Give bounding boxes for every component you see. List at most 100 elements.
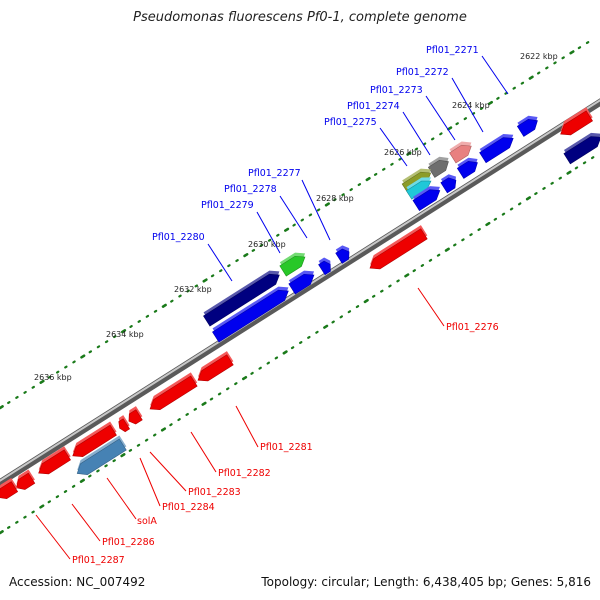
gene-front-face [149, 375, 198, 411]
kbp-label: 2634 kbp [106, 330, 144, 339]
tick-dot-lower [558, 176, 562, 180]
gene-plus-b-arrow[interactable] [439, 172, 461, 194]
tick-dot-upper [536, 71, 541, 75]
gene-Pfl01_2277-arrow[interactable] [334, 243, 354, 264]
label-leader-line [106, 477, 137, 520]
gene-Pfl01_2282-arrow[interactable] [145, 372, 199, 414]
gene-Pfl01_2280-arrow[interactable] [202, 266, 284, 327]
genome-summary-text: Topology: circular; Length: 6,438,405 bp… [261, 575, 591, 589]
tick-dot-lower [128, 448, 133, 452]
tick-dot-upper [243, 253, 249, 258]
tick-dot-upper [528, 75, 534, 80]
gene-front-face [335, 248, 350, 264]
gene-front-face [456, 161, 478, 179]
label-leader-line [402, 111, 431, 156]
gene-label[interactable]: Pfl01_2272 [396, 67, 449, 78]
gene-plus-c-arrow[interactable] [411, 182, 444, 211]
kbp-label: 2636 kbp [34, 373, 72, 382]
gene-label[interactable]: Pfl01_2279 [201, 200, 254, 211]
gene-Pfl01_2273-arrow[interactable] [427, 153, 454, 178]
tick-dot-lower [120, 453, 126, 458]
tick-dot-lower [371, 294, 376, 298]
gene-Pfl01_2275-arrow[interactable] [405, 173, 436, 200]
tick-dot-lower [485, 221, 491, 227]
gene-edge-navy-arrow[interactable] [562, 129, 600, 165]
tick-dot-upper [463, 117, 468, 121]
tick-dot-lower [525, 196, 532, 201]
gene-Pfl01_2271-arrow[interactable] [516, 112, 543, 137]
tick-dot-lower [469, 233, 473, 237]
tick-dot-upper [357, 183, 362, 187]
gene-edge-red-arrow[interactable] [556, 107, 594, 139]
tick-dot-lower [550, 181, 554, 185]
gene-minus-b-arrow[interactable] [0, 477, 19, 502]
gene-label[interactable]: Pfl01_2283 [188, 487, 241, 498]
tick-dot-lower [193, 407, 198, 411]
gene-front-face [118, 418, 131, 433]
gene-label[interactable]: Pfl01_2274 [347, 101, 400, 112]
gene-minus-a-arrow[interactable] [12, 469, 37, 493]
gene-label[interactable]: Pfl01_2273 [370, 85, 423, 96]
tick-dot-upper [235, 259, 239, 263]
gene-front-face [479, 137, 514, 164]
gene-Pfl01_2272-arrow[interactable] [448, 137, 476, 164]
tick-dot-lower [152, 433, 157, 437]
gene-front-face [72, 424, 117, 457]
gene-front-face [560, 110, 593, 136]
tick-dot-lower [282, 350, 288, 355]
tick-dot-upper [178, 294, 182, 298]
tick-dot-lower [461, 238, 465, 242]
gene-Pfl01_2279-arrow[interactable] [278, 248, 310, 277]
gene-Pfl01_2286-arrow[interactable] [68, 421, 118, 460]
tick-dot-upper [284, 227, 290, 232]
gene-plus-d-arrow[interactable] [287, 266, 319, 295]
tick-dot-lower [453, 243, 457, 247]
tick-dot-lower [298, 341, 303, 345]
tick-dot-upper [55, 370, 60, 374]
tick-dot-upper [219, 269, 223, 273]
gene-front-face [412, 189, 441, 211]
gene-label[interactable]: Pfl01_2280 [152, 232, 205, 243]
gene-label[interactable]: Pfl01_2276 [446, 322, 499, 333]
gene-Pfl01_2287-arrow[interactable] [34, 446, 72, 478]
tick-dot-upper [365, 176, 371, 182]
tick-dot-lower [177, 418, 181, 422]
tick-dot-lower [404, 273, 410, 278]
gene-front-face [449, 144, 472, 164]
tick-dot-lower [339, 315, 343, 319]
gene-label[interactable]: Pfl01_2286 [102, 537, 155, 548]
gene-Pfl01_2278-arrow[interactable] [317, 256, 335, 276]
tick-dot-upper [349, 188, 353, 192]
tick-dot-lower [225, 387, 230, 391]
tick-dot-upper [398, 157, 402, 161]
gene-label[interactable]: solA [137, 516, 157, 527]
gene-Pfl01_2281-arrow[interactable] [193, 351, 235, 385]
gene-plus-a-arrow[interactable] [456, 154, 483, 179]
gene-label[interactable]: Pfl01_2277 [248, 168, 301, 179]
gene-plus-e-arrow[interactable] [211, 282, 293, 343]
tick-dot-lower [315, 330, 319, 334]
tick-dot-lower [23, 515, 27, 519]
gene-label[interactable]: Pfl01_2282 [218, 468, 271, 479]
gene-Pfl01_2276-arrow[interactable] [365, 225, 429, 273]
gene-front-face [16, 472, 36, 490]
tick-dot-lower [444, 247, 450, 252]
tick-dot-lower [566, 170, 572, 175]
gene-Pfl01_2283-arrow[interactable] [124, 406, 144, 426]
gene-label[interactable]: Pfl01_2281 [260, 442, 313, 453]
gene-Pfl01_2271b-arrow[interactable] [478, 130, 518, 164]
gene-label[interactable]: Pfl01_2271 [426, 45, 479, 56]
tick-dot-lower [104, 464, 108, 468]
gene-label[interactable]: Pfl01_2287 [72, 555, 125, 566]
tick-dot-lower [217, 392, 222, 396]
gene-solA-arrow[interactable] [72, 435, 128, 479]
tick-dot-lower [428, 258, 433, 262]
gene-label[interactable]: Pfl01_2278 [224, 184, 277, 195]
gene-Pfl01_2284-arrow[interactable] [115, 415, 131, 433]
tick-dot-upper [137, 319, 141, 323]
gene-label[interactable]: Pfl01_2284 [162, 502, 215, 513]
gene-label[interactable]: Pfl01_2275 [324, 117, 377, 128]
map-title: Pseudomonas fluorescens Pf0-1, complete … [133, 10, 467, 25]
tick-dot-lower [307, 335, 311, 339]
